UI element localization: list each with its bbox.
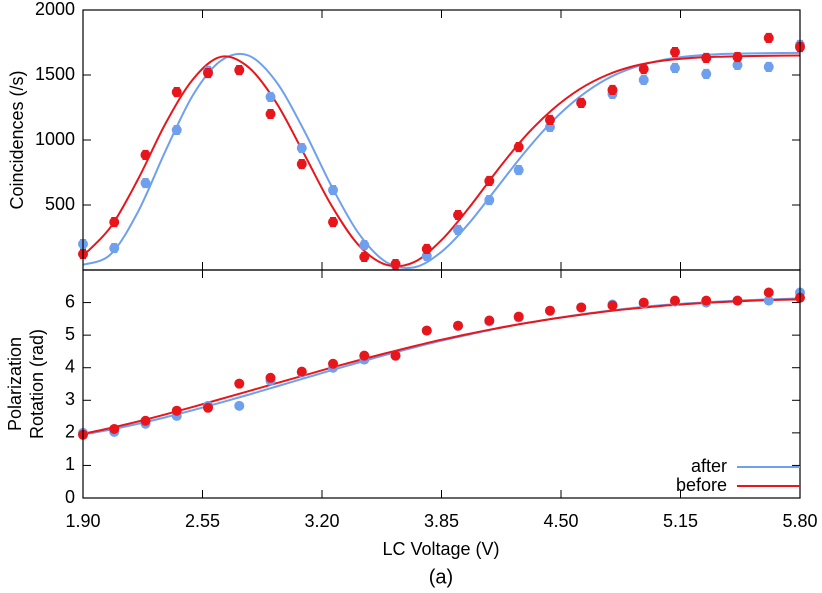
data-point	[638, 74, 649, 85]
data-point	[453, 224, 464, 235]
data-point	[732, 52, 743, 63]
panel-frame	[82, 269, 801, 499]
data-point	[296, 366, 307, 377]
data-point	[638, 297, 649, 308]
data-point	[140, 149, 151, 160]
data-point	[763, 287, 774, 298]
y-axis-label: Rotation (rad)	[27, 329, 47, 439]
data-point	[265, 372, 276, 383]
data-point	[513, 142, 524, 153]
data-point	[328, 185, 339, 196]
data-point	[701, 52, 712, 63]
panel-frame	[82, 9, 801, 271]
data-point	[171, 124, 182, 135]
y-tick-label: 2000	[35, 0, 75, 19]
data-point	[513, 165, 524, 176]
fit-curve	[83, 51, 800, 270]
y-tick-label: 0	[65, 487, 75, 507]
data-point	[171, 87, 182, 98]
y-tick-label: 1000	[35, 129, 75, 149]
data-point	[701, 295, 712, 306]
y-tick-label: 1500	[35, 64, 75, 84]
x-tick-label: 3.20	[304, 511, 339, 531]
x-tick-label: 2.55	[185, 511, 220, 531]
x-tick-label: 3.85	[424, 511, 459, 531]
data-point	[669, 46, 680, 57]
data-point	[328, 358, 339, 369]
x-tick-label: 4.50	[543, 511, 578, 531]
data-point	[544, 305, 555, 316]
data-point	[421, 325, 432, 336]
y-tick-label: 2	[65, 422, 75, 442]
legend-label: before	[676, 475, 727, 495]
data-point	[732, 59, 743, 70]
data-point	[328, 217, 339, 228]
data-point	[109, 243, 120, 254]
data-point	[607, 300, 618, 311]
data-point	[140, 415, 151, 426]
x-tick-label: 5.15	[663, 511, 698, 531]
data-point	[140, 178, 151, 189]
data-point	[234, 378, 245, 389]
data-point	[453, 210, 464, 221]
data-point	[732, 295, 743, 306]
data-point	[544, 114, 555, 125]
data-point	[669, 295, 680, 306]
data-point	[390, 350, 401, 361]
data-point	[359, 350, 370, 361]
data-point	[234, 65, 245, 76]
data-point	[265, 91, 276, 102]
y-tick-label: 1	[65, 454, 75, 474]
data-point	[607, 84, 618, 95]
data-point	[576, 97, 587, 108]
y-tick-label: 4	[65, 356, 75, 376]
y-tick-label: 500	[45, 194, 75, 214]
data-point	[296, 143, 307, 154]
data-point	[484, 195, 495, 206]
data-point	[513, 311, 524, 322]
data-point	[638, 64, 649, 75]
data-point	[265, 109, 276, 119]
data-point	[109, 423, 120, 434]
data-point	[421, 243, 432, 254]
y-tick-label: 3	[65, 389, 75, 409]
data-point	[359, 240, 370, 251]
fit-curve	[83, 54, 800, 268]
data-point	[763, 61, 774, 72]
data-point	[576, 302, 587, 313]
data-point	[763, 295, 774, 306]
data-point	[484, 315, 495, 326]
y-axis-label: Polarization	[5, 337, 25, 431]
data-point	[669, 62, 680, 73]
plot-area	[83, 297, 800, 436]
plot-area	[83, 51, 800, 270]
data-point	[484, 175, 495, 186]
x-axis-label: LC Voltage (V)	[382, 539, 499, 559]
x-tick-label: 1.90	[65, 511, 100, 531]
legend-label: after	[691, 456, 727, 476]
data-point	[763, 32, 774, 43]
data-point	[171, 405, 182, 416]
fit-curve	[83, 298, 800, 435]
caption: (a)	[429, 566, 453, 588]
data-point	[203, 68, 214, 79]
data-point	[234, 400, 245, 411]
data-point	[109, 217, 120, 228]
data-point	[359, 252, 370, 262]
data-point	[701, 68, 712, 79]
x-tick-label: 5.80	[782, 511, 817, 531]
y-tick-label: 5	[65, 324, 75, 344]
fit-curve	[83, 297, 800, 436]
data-point	[453, 320, 464, 331]
data-point	[203, 402, 214, 413]
data-point	[390, 259, 401, 270]
y-axis-label: Coincidences (/s)	[7, 70, 27, 209]
data-point	[296, 159, 307, 170]
y-tick-label: 6	[65, 291, 75, 311]
